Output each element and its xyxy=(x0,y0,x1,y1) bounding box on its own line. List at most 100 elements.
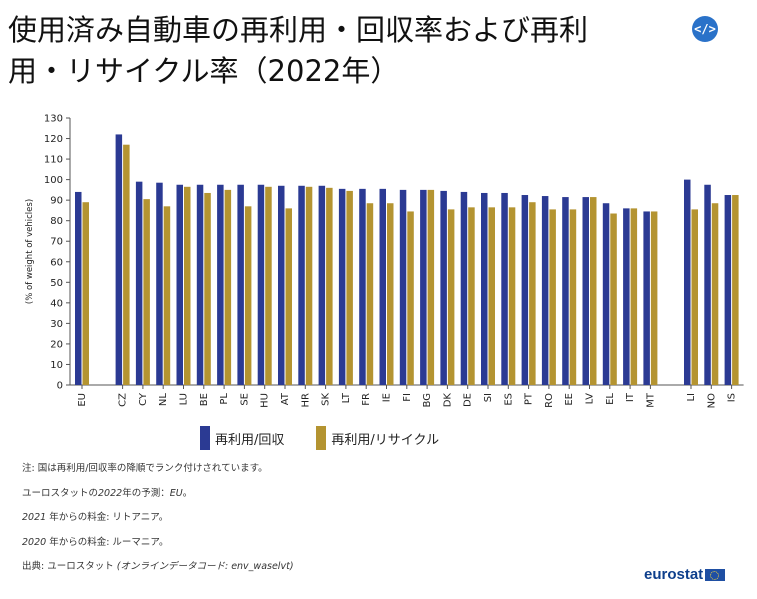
bar-recovery-DE xyxy=(460,191,468,385)
bar-recovery-EE xyxy=(562,197,569,385)
bar-recovery-BE xyxy=(196,184,204,385)
bar-recovery-NO xyxy=(704,184,711,385)
bar-recycling-EL xyxy=(610,213,617,385)
bar-recovery-FR xyxy=(359,188,366,385)
bar-recycling-MT xyxy=(650,211,658,385)
bar-recycling-SK xyxy=(326,187,333,385)
bar-recovery-HU xyxy=(257,184,265,385)
x-tick-label-BE: BE xyxy=(199,393,210,406)
y-tick-label-130: 130 xyxy=(44,114,63,125)
eurostat-logo: eurostat xyxy=(644,566,726,583)
x-tick-label-RO: RO xyxy=(544,393,555,408)
note-eu-year: 2022 xyxy=(98,487,123,499)
legend: 再利用/回収 再利用/リサイクル xyxy=(200,426,439,450)
x-tick-label-NL: NL xyxy=(158,393,169,406)
bar-recovery-LT xyxy=(338,188,346,385)
bar-recycling-PL xyxy=(224,189,232,385)
legend-swatch-series-2 xyxy=(316,426,327,450)
note-ro-text: 年からの料金: ルーマニア。 xyxy=(46,536,169,548)
bar-recovery-SI xyxy=(481,192,488,385)
bar-recovery-MT xyxy=(643,211,650,385)
chart-title: 使用済み自動車の再利用・回収率および再利 用・リサイクル率（2022年） xyxy=(8,10,678,92)
bar-recycling-CY xyxy=(143,199,150,385)
bar-recycling-IT xyxy=(630,208,638,385)
legend-item-series-2[interactable]: 再利用/リサイクル xyxy=(316,426,439,450)
bar-recovery-RO xyxy=(541,196,549,385)
bar-recycling-EU xyxy=(82,202,89,385)
x-tick-label-DE: DE xyxy=(463,393,474,407)
bar-recycling-NL xyxy=(163,206,171,385)
note-eu-estimate: ユーロスタットの2022年の予測：EU。 xyxy=(22,487,294,512)
note-ro-year: 2020 xyxy=(22,536,47,548)
y-tick-label-120: 120 xyxy=(44,134,63,145)
bar-chart: 0 10 20 30 40 50 60 70 80 90 100 110 120 130 (% of wei… xyxy=(25,114,744,408)
code-icon: </> xyxy=(694,22,716,36)
bar-recovery-CY xyxy=(135,181,143,385)
legend-swatch-series-1 xyxy=(200,426,210,450)
bar-recycling-BG xyxy=(427,189,435,385)
bar-recovery-CZ xyxy=(115,134,123,385)
bar-recycling-LU xyxy=(184,186,191,385)
legend-item-series-1[interactable]: 再利用/回収 xyxy=(200,426,284,450)
x-tick-label-MT: MT xyxy=(645,392,656,408)
y-tick-label-20: 20 xyxy=(50,339,63,350)
x-tick-label-FR: FR xyxy=(361,393,372,406)
x-tick-label-CZ: CZ xyxy=(118,393,129,407)
bar-recovery-EU xyxy=(75,191,82,385)
note-lithuania: 2021 年からの料金: リトアニア。 xyxy=(22,511,294,536)
y-tick-label-70: 70 xyxy=(50,237,63,248)
y-tick-label-90: 90 xyxy=(50,196,63,207)
legend-label-series-2: 再利用/リサイクル xyxy=(331,432,440,448)
x-tick-label-LU: LU xyxy=(179,393,190,405)
x-tick-label-EE: EE xyxy=(564,393,575,406)
x-tick-label-PL: PL xyxy=(219,393,230,405)
y-tick-label-50: 50 xyxy=(50,278,63,289)
bar-recycling-DE xyxy=(468,207,475,385)
note-lt-text: 年からの料金: リトアニア。 xyxy=(46,512,169,523)
x-tick-label-SE: SE xyxy=(239,393,250,406)
x-tick-label-IS: IS xyxy=(727,393,738,402)
title-line-1: 使用済み自動車の再利用・回収率および再利 xyxy=(8,13,589,47)
y-tick-label-40: 40 xyxy=(50,298,63,309)
y-axis-label: (% of weight of vehicles) xyxy=(25,199,35,304)
bar-recovery-IS xyxy=(724,195,732,385)
bar-recycling-LT xyxy=(346,190,353,385)
x-tick-label-HU: HU xyxy=(260,393,271,408)
bar-recycling-BE xyxy=(204,192,211,385)
bar-recovery-IT xyxy=(623,208,630,385)
bar-recovery-BG xyxy=(420,189,427,385)
bar-recycling-EE xyxy=(569,209,577,385)
bar-recycling-RO xyxy=(549,209,556,385)
bar-recycling-HU xyxy=(265,186,272,385)
x-tick-label-LI: LI xyxy=(686,393,697,402)
note-eu-text-2: 年の予測： xyxy=(122,487,170,499)
bar-recycling-LI xyxy=(691,209,698,385)
bar-recovery-IE xyxy=(379,188,386,385)
embed-code-button[interactable]: </> xyxy=(692,16,718,42)
bar-recovery-PT xyxy=(521,195,529,385)
bar-recovery-ES xyxy=(501,192,508,385)
x-tick-label-CY: CY xyxy=(138,392,149,406)
x-tick-label-FI: FI xyxy=(402,393,413,402)
x-tick-label-IT: IT xyxy=(625,392,636,402)
x-tick-label-HR: HR xyxy=(300,393,311,408)
y-tick-label-10: 10 xyxy=(50,360,63,371)
bar-recycling-IS xyxy=(732,195,739,385)
bar-recycling-SI xyxy=(488,207,495,385)
bar-recovery-LI xyxy=(684,179,691,385)
note-source-close: ) xyxy=(289,561,294,572)
note-lt-year: 2021 xyxy=(22,512,47,523)
note-romania: 2020 年からの料金: ルーマニア。 xyxy=(22,536,294,561)
bar-recovery-NL xyxy=(156,182,163,385)
y-tick-label-80: 80 xyxy=(50,216,63,227)
bar-recycling-SE xyxy=(244,206,252,385)
x-tick-label-BG: BG xyxy=(422,393,433,407)
y-tick-label-110: 110 xyxy=(44,155,63,166)
bar-recycling-NO xyxy=(711,203,719,385)
x-tick-label-LT: LT xyxy=(341,392,352,403)
bar-recovery-DK xyxy=(440,190,447,385)
note-eu-code: EU xyxy=(169,487,183,499)
y-tick-label-100: 100 xyxy=(44,175,63,186)
x-tick-label-SK: SK xyxy=(321,393,332,406)
bar-recycling-HR xyxy=(305,186,313,385)
